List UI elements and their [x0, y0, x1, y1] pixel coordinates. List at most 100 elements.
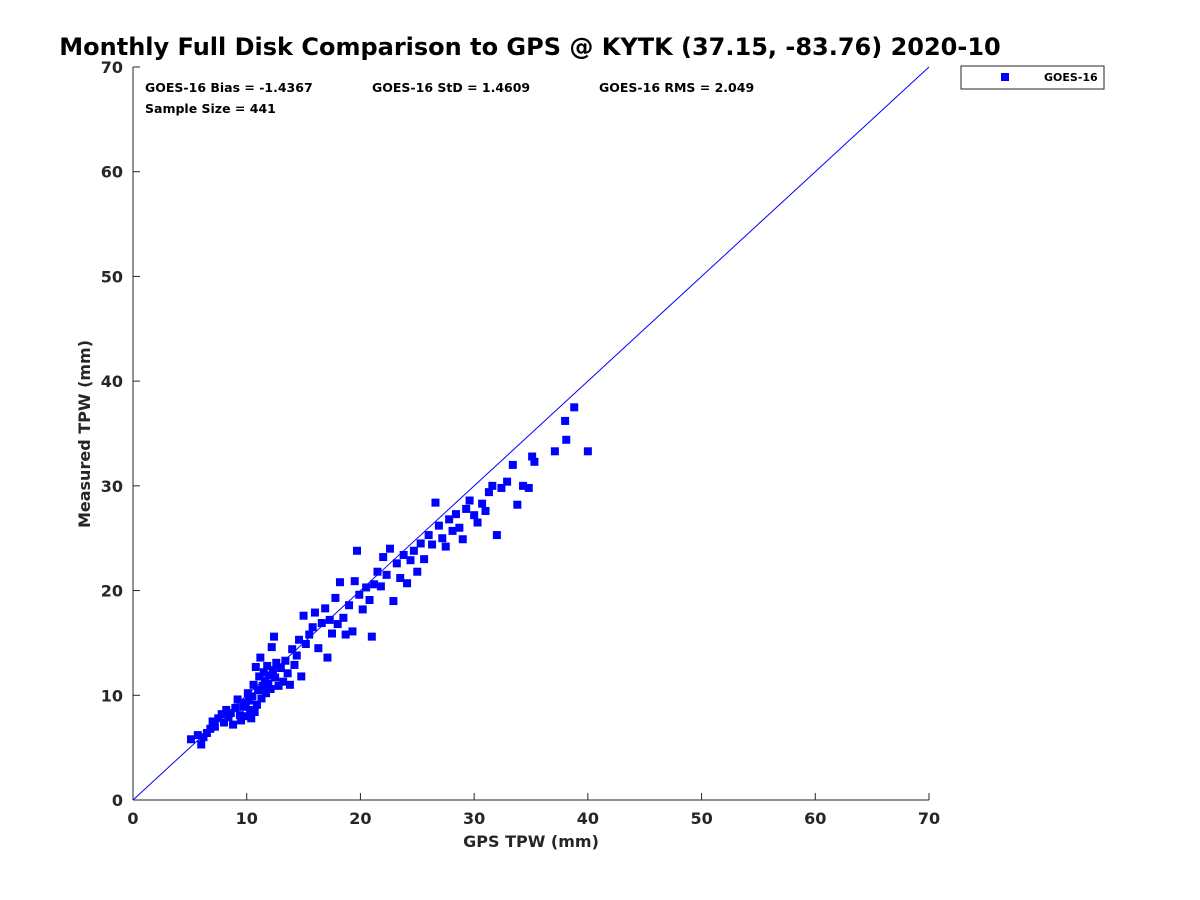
data-point	[193, 731, 202, 740]
data-point	[462, 504, 471, 513]
data-point	[455, 523, 464, 532]
chart-title: Monthly Full Disk Comparison to GPS @ KY…	[59, 33, 1000, 61]
data-point	[420, 555, 429, 564]
data-point	[246, 705, 255, 714]
data-point	[448, 526, 457, 535]
data-point	[362, 583, 371, 592]
data-point	[458, 535, 467, 544]
data-point	[406, 556, 415, 565]
data-point	[396, 574, 405, 583]
data-point	[323, 653, 332, 662]
data-point	[451, 510, 460, 519]
data-point	[321, 604, 330, 613]
data-point	[242, 712, 251, 721]
data-point	[257, 694, 266, 703]
y-tick-label: 70	[101, 58, 123, 77]
data-point	[283, 669, 292, 678]
data-point	[358, 605, 367, 614]
data-point	[248, 692, 257, 701]
y-ticks: 0 10 20 30 40 50 60 70	[101, 58, 140, 810]
x-tick-label: 70	[918, 809, 940, 828]
x-tick-label: 50	[690, 809, 712, 828]
x-tick-label: 30	[463, 809, 485, 828]
y-tick-label: 60	[101, 163, 123, 182]
data-point	[243, 689, 252, 698]
data-point	[530, 457, 539, 466]
data-point	[570, 403, 579, 412]
data-point	[339, 613, 348, 622]
y-tick-label: 20	[101, 582, 123, 601]
data-point	[229, 720, 238, 729]
data-point	[217, 710, 226, 719]
data-point	[268, 666, 277, 675]
plot-area: 0 10 20 30 40 50 60 70 0 10 20 30 40 50 60 70	[101, 58, 940, 828]
data-point	[258, 681, 267, 690]
data-point	[325, 615, 334, 624]
data-point	[373, 567, 382, 576]
data-point	[263, 661, 272, 670]
data-point	[399, 550, 408, 559]
data-point	[470, 511, 479, 520]
data-point	[524, 483, 533, 492]
data-point	[297, 672, 306, 681]
legend-marker-goes16	[1001, 73, 1009, 81]
data-point	[376, 582, 385, 591]
data-point	[492, 531, 501, 540]
data-point	[197, 740, 206, 749]
data-point	[353, 546, 362, 555]
data-point	[244, 696, 253, 705]
data-point	[265, 671, 274, 680]
data-point	[292, 651, 301, 660]
data-point	[583, 447, 592, 456]
data-point	[379, 553, 388, 562]
data-point	[385, 544, 394, 553]
data-point	[508, 460, 517, 469]
data-point	[341, 630, 350, 639]
std-stat: GOES-16 StD = 1.4609	[372, 80, 530, 95]
data-point	[210, 722, 219, 731]
data-point	[310, 608, 319, 617]
data-point	[335, 578, 344, 587]
x-tick-label: 0	[127, 809, 138, 828]
data-point	[513, 500, 522, 509]
data-point	[249, 680, 258, 689]
data-point	[465, 496, 474, 505]
data-point	[267, 643, 276, 652]
data-point	[222, 705, 231, 714]
data-point	[224, 713, 233, 722]
data-point	[251, 663, 260, 672]
data-point	[206, 724, 215, 733]
data-point	[250, 708, 259, 717]
x-tick-label: 20	[349, 809, 371, 828]
data-point	[409, 546, 418, 555]
data-point	[503, 477, 512, 486]
data-point	[235, 711, 244, 720]
data-point	[264, 679, 273, 688]
y-tick-label: 30	[101, 477, 123, 496]
bias-stat: GOES-16 Bias = -1.4367	[145, 80, 313, 95]
data-point	[262, 689, 271, 698]
data-point	[416, 539, 425, 548]
data-point	[317, 619, 326, 628]
data-point	[365, 595, 374, 604]
data-point	[199, 733, 208, 742]
data-point	[301, 639, 310, 648]
data-point	[528, 452, 537, 461]
data-point	[299, 611, 308, 620]
data-point	[348, 627, 357, 636]
data-point	[473, 518, 482, 527]
data-point	[331, 593, 340, 602]
data-point	[445, 515, 454, 524]
data-point	[259, 668, 268, 677]
data-point	[424, 531, 433, 540]
data-point	[308, 623, 317, 632]
data-point	[233, 695, 242, 704]
data-point	[276, 664, 285, 673]
data-point	[281, 656, 290, 665]
data-point	[274, 681, 283, 690]
data-point	[497, 483, 506, 492]
x-axis-label: GPS TPW (mm)	[463, 832, 599, 851]
data-point	[314, 644, 323, 653]
data-point	[561, 416, 570, 425]
